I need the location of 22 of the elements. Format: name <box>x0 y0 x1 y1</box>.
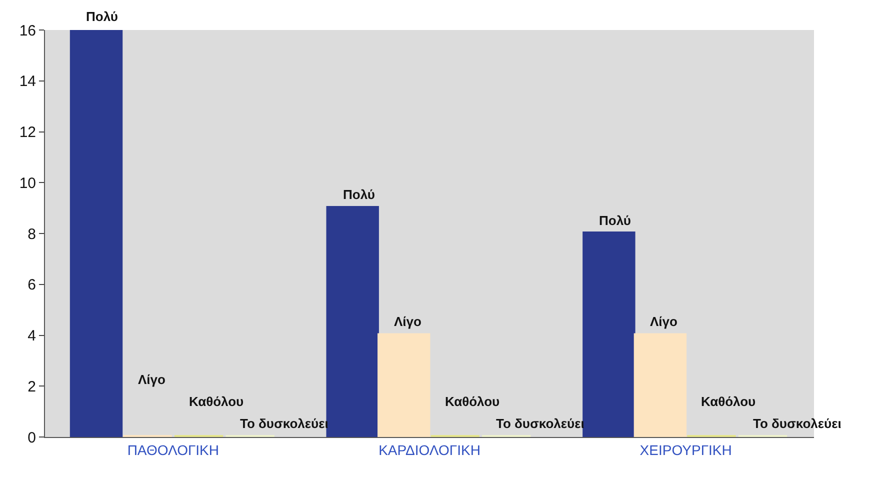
text: Το δυσκολεύει <box>753 416 842 431</box>
y-tick-label: 10 <box>19 174 36 192</box>
y-tick-label: 16 <box>19 22 36 40</box>
text: Καθόλου <box>189 394 244 409</box>
text: Λίγο <box>138 372 166 387</box>
x-tick-label: ΧΕΙΡΟΥΡΓΙΚΗ <box>640 442 732 458</box>
y-tick-label: 0 <box>28 429 36 446</box>
x-tick-label: ΠΑΘΟΛΟΓΙΚΗ <box>127 442 220 458</box>
series-label: Λίγο <box>394 314 422 329</box>
text: Καθόλου <box>701 394 756 409</box>
text: Καθόλου <box>445 394 500 409</box>
y-tick-label: 2 <box>28 378 36 396</box>
text: Πολύ <box>86 9 118 24</box>
text: Πολύ <box>343 187 375 202</box>
text: Λίγο <box>650 314 678 329</box>
y-tick-label: 12 <box>19 124 36 141</box>
y-tick-label: 6 <box>28 276 36 294</box>
x-tick-label: ΚΑΡΔΙΟΛΟΓΙΚΗ <box>378 442 480 458</box>
y-tick-label: 14 <box>19 73 36 90</box>
y-tick-label: 4 <box>28 328 36 344</box>
y-tick-label: 8 <box>28 226 36 243</box>
series-label: Πολύ <box>599 213 632 228</box>
